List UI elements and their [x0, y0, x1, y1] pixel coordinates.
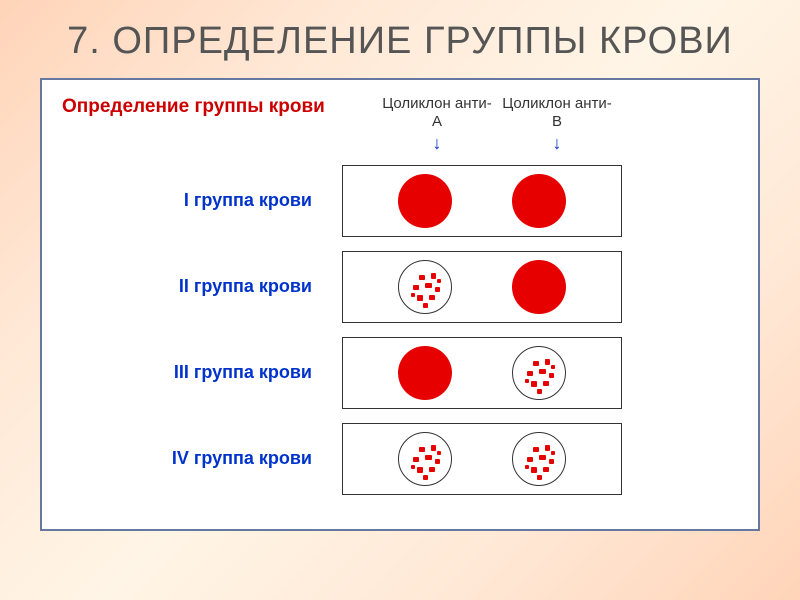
sample-box [342, 165, 622, 237]
slide-title: 7. ОПРЕДЕЛЕНИЕ ГРУППЫ КРОВИ [0, 0, 800, 73]
groups-container: I группа крови II группа крови III группа … [62, 165, 738, 495]
arrow-down-icon: ↓ [502, 133, 612, 155]
blood-drop-solid [512, 174, 566, 228]
group-row: IV группа крови [62, 423, 738, 495]
blood-drop-agglutinated [398, 432, 452, 486]
blood-drop-agglutinated [398, 260, 452, 314]
reagent-anti-b: Цоликлон анти-В ↓ [502, 95, 612, 155]
reagent-anti-a-text: Цоликлон анти-А [382, 95, 492, 130]
blood-drop-agglutinated [512, 432, 566, 486]
sample-box [342, 337, 622, 409]
group-label: II группа крови [62, 276, 342, 297]
blood-drop-agglutinated [512, 346, 566, 400]
content-panel: Определение группы крови Цоликлон анти-А… [40, 78, 760, 531]
reagent-labels: Цоликлон анти-А ↓ Цоликлон анти-В ↓ [382, 95, 612, 155]
sample-box [342, 423, 622, 495]
sample-box [342, 251, 622, 323]
reagent-anti-b-text: Цоликлон анти-В [502, 95, 612, 130]
subtitle: Определение группы крови [62, 95, 342, 120]
group-row: III группа крови [62, 337, 738, 409]
group-row: I группа крови [62, 165, 738, 237]
blood-drop-solid [512, 260, 566, 314]
group-label: III группа крови [62, 362, 342, 383]
group-row: II группа крови [62, 251, 738, 323]
group-label: IV группа крови [62, 448, 342, 469]
blood-drop-solid [398, 174, 452, 228]
blood-drop-solid [398, 346, 452, 400]
reagent-anti-a: Цоликлон анти-А ↓ [382, 95, 492, 155]
arrow-down-icon: ↓ [382, 133, 492, 155]
group-label: I группа крови [62, 190, 342, 211]
header-row: Определение группы крови Цоликлон анти-А… [62, 95, 738, 155]
